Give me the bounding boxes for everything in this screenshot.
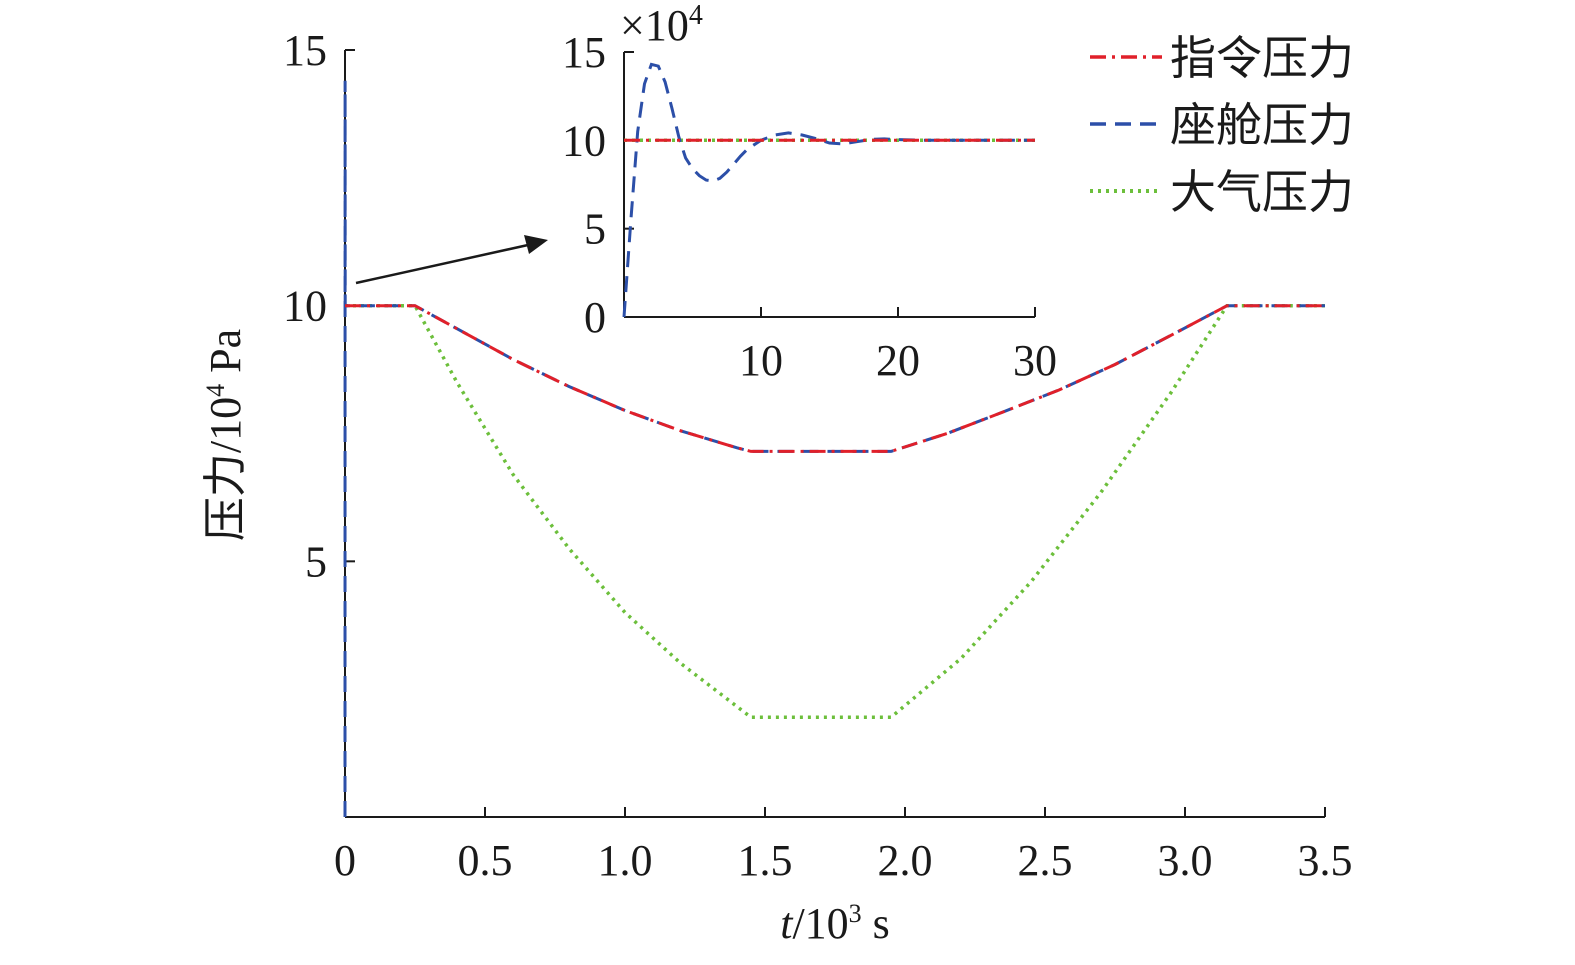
main-x-tick-label: 1.0 [598,836,653,885]
x-axis-unit: s [862,899,890,948]
main-series-line [345,304,1325,453]
legend-label: 指令压力 [1170,31,1354,85]
main-y-tick-label: 15 [283,26,327,75]
main-y-tick-label: 5 [305,537,327,586]
main-series-group [343,80,1325,818]
inset-series-line [622,62,1035,318]
main-x-tick-label: 0 [334,836,356,885]
main-y-axis-title: 压力/104 Pa [201,329,250,541]
inset-y-tick-label: 5 [584,205,606,254]
inset-y-tick-label: 10 [562,116,606,165]
inset-x-tick-label: 20 [876,336,920,385]
main-plot: 0 0.5 1.0 1.5 2.0 2.5 3.0 3.5 5 10 15 压力/104 Pa t/… [201,26,1353,948]
y-axis-exponent: 4 [201,384,230,397]
main-y-tick-label: 10 [283,282,327,331]
inset-y-tick-label: 0 [584,293,606,342]
inset-y-tick-label: 15 [562,28,606,77]
legend-item: 大气压力 [1090,165,1354,219]
main-axes: 0 0.5 1.0 1.5 2.0 2.5 3.0 3.5 5 10 15 [283,26,1353,885]
inset-x-tick-label: 30 [1013,336,1057,385]
main-x-axis-title: t/103 s [780,899,890,948]
legend-label: 座舱压力 [1170,98,1354,152]
inset-x-tick-label: 10 [739,336,783,385]
main-series-line [345,303,1325,720]
legend-item: 座舱压力 [1090,98,1354,152]
inset-plot: 10 20 30 0 5 10 15 ×104 [562,0,1057,385]
legend-item: 指令压力 [1090,31,1354,85]
inset-axes: 10 20 30 0 5 10 15 [562,28,1057,385]
main-x-tick-label: 2.0 [878,836,933,885]
main-x-tick-label: 2.5 [1018,836,1073,885]
inset-multiplier: ×104 [620,0,703,50]
inset-series-group [622,62,1035,318]
main-x-tick-label: 3.0 [1158,836,1213,885]
main-x-tick-label: 3.5 [1298,836,1353,885]
y-axis-unit: Pa [201,329,250,384]
main-x-tick-label: 1.5 [738,836,793,885]
zoom-arrow [355,235,548,285]
main-x-tick-label: 0.5 [458,836,513,885]
inset-multiplier-exponent: 4 [689,0,703,31]
legend-label: 大气压力 [1170,165,1354,219]
x-axis-variable: t [780,899,794,948]
x-axis-exponent: 3 [849,899,862,928]
